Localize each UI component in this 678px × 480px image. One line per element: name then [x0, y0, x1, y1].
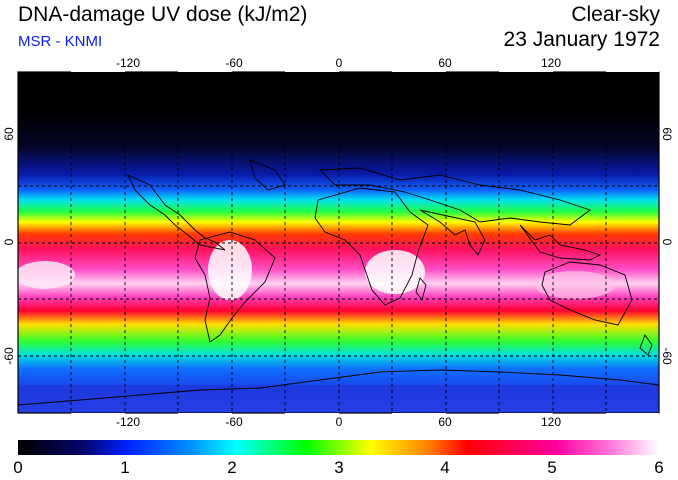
high-dose-region [18, 261, 75, 289]
indonesia-coast [519, 224, 602, 261]
colorbar-label: 0 [13, 458, 23, 477]
colorbar-label: 3 [334, 458, 344, 477]
coastlines [18, 159, 659, 406]
colorbar-label: 5 [547, 458, 557, 477]
arabia-india-coast [419, 209, 486, 256]
eurasia-coast [318, 167, 591, 226]
colorbar-label: 2 [227, 458, 237, 477]
sky-condition-label: Clear-sky [571, 3, 660, 26]
lon-tick-top: -60 [225, 56, 243, 70]
polar-band [18, 385, 659, 413]
madagascar-coast [415, 277, 427, 302]
map-title: DNA-damage UV dose (kJ/m2) [18, 3, 308, 26]
antarctica-coast [18, 369, 659, 406]
lon-tick-bottom: 120 [540, 415, 562, 429]
date-label: 23 January 1972 [503, 28, 660, 51]
lon-tick-bottom: -60 [225, 415, 243, 429]
high-dose-region [365, 250, 425, 294]
colorbar [18, 440, 659, 455]
high-dose-region [535, 271, 615, 299]
lon-tick-bottom: 0 [335, 415, 343, 429]
lon-tick-top: -120 [115, 56, 141, 70]
north-america-coast [127, 174, 226, 251]
greenland-coast [249, 159, 286, 191]
lon-tick-top: 120 [540, 56, 562, 70]
africa-coast [314, 187, 429, 306]
graticule [18, 72, 659, 413]
australia-coast [541, 261, 633, 326]
colorbar-label: 6 [654, 458, 664, 477]
lon-tick-top: 60 [438, 56, 452, 70]
colorbar-label: 4 [440, 458, 450, 477]
lon-tick-bottom: 60 [438, 415, 452, 429]
uv-field [18, 72, 659, 413]
high-dose-region [208, 240, 252, 300]
source-label: MSR - KNMI [18, 33, 103, 50]
frame-scale-bars [71, 69, 659, 416]
colorbar-label: 1 [120, 458, 130, 477]
new-zealand-coast [639, 334, 653, 356]
lon-tick-top: 0 [335, 56, 343, 70]
lon-tick-bottom: -120 [115, 415, 141, 429]
